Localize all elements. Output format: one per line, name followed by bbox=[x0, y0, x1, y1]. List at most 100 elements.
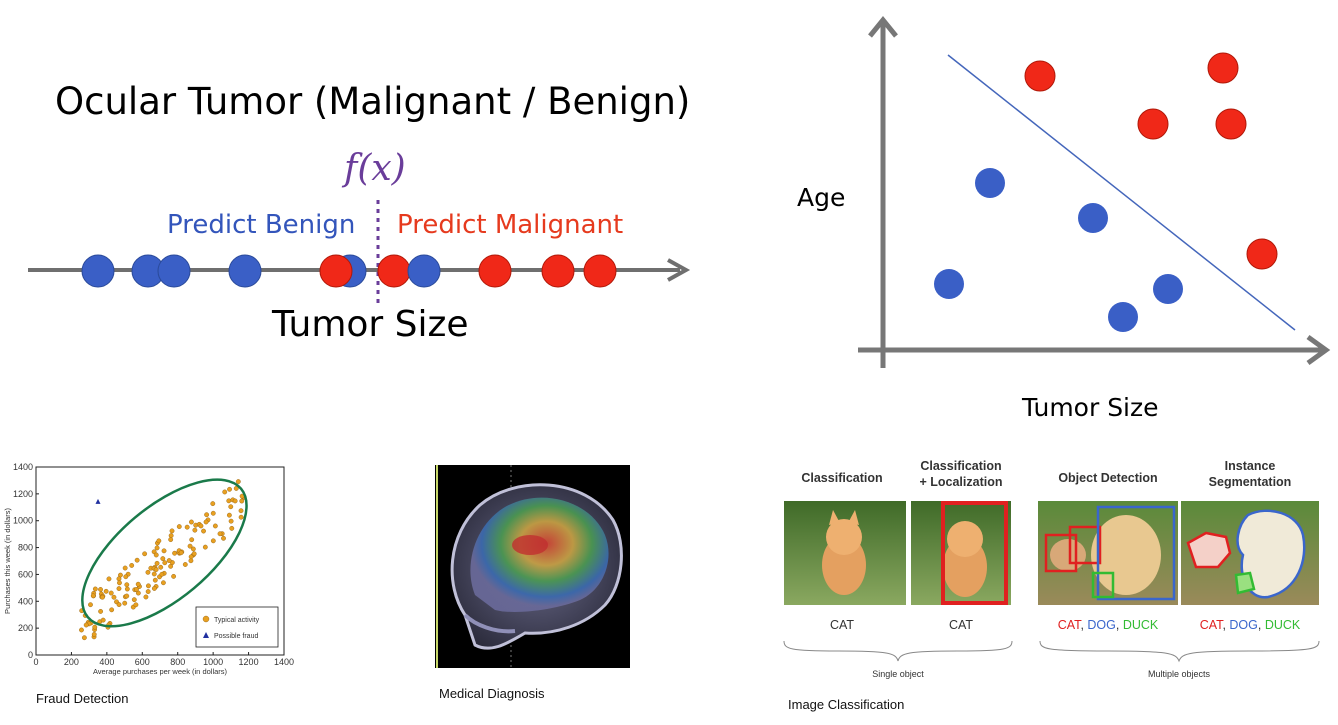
typical-activity-point bbox=[151, 571, 157, 577]
predict-benign-label: Predict Benign bbox=[167, 210, 356, 240]
typical-activity-point bbox=[79, 627, 84, 633]
typical-activity-point bbox=[233, 486, 239, 491]
benign-point bbox=[1153, 274, 1183, 304]
legend-label: Possible fraud bbox=[214, 633, 258, 640]
typical-activity-point bbox=[161, 580, 166, 586]
x-tick-label: 600 bbox=[135, 657, 150, 667]
multiple-objects-brace bbox=[1039, 640, 1320, 663]
function-label: f(x) bbox=[344, 148, 406, 189]
typical-activity-point bbox=[154, 545, 160, 551]
typical-activity-point bbox=[124, 593, 130, 599]
typical-activity-point bbox=[116, 576, 122, 582]
typical-activity-point bbox=[169, 528, 175, 534]
x-tick-label: 0 bbox=[33, 657, 38, 667]
fraud-plot-area: 0 200 400 600 800 1000 1200 1400 0 200 400 600 800 10… bbox=[3, 462, 294, 676]
typical-activity-point bbox=[152, 577, 158, 583]
typical-activity-point bbox=[146, 583, 151, 589]
ic-header: Classification + Localization bbox=[919, 459, 1002, 489]
y-tick-label: 1200 bbox=[13, 489, 33, 499]
typical-activity-point bbox=[116, 586, 122, 591]
typical-activity-point bbox=[226, 512, 232, 518]
x-tick-label: 800 bbox=[170, 657, 185, 667]
typical-activity-point bbox=[239, 498, 245, 504]
typical-activity-point bbox=[129, 563, 135, 568]
ic-label: CAT, DOG, DUCK bbox=[1058, 618, 1159, 632]
ic-header: Classification bbox=[801, 471, 882, 485]
y-tick-label: 400 bbox=[18, 596, 33, 606]
typical-activity-point bbox=[154, 560, 160, 566]
x-tick-label: 400 bbox=[99, 657, 114, 667]
y-tick-label: 800 bbox=[18, 543, 33, 553]
fraud-caption: Fraud Detection bbox=[36, 691, 129, 706]
typical-activity-point bbox=[145, 569, 151, 575]
typical-activity-point bbox=[172, 550, 177, 556]
typical-activity-point bbox=[156, 538, 162, 544]
typical-activity-point bbox=[134, 587, 139, 592]
typical-activity-point bbox=[204, 512, 210, 518]
y-tick-label: 1400 bbox=[13, 462, 33, 472]
y-tick-label: 200 bbox=[18, 623, 33, 633]
mri-image bbox=[435, 465, 630, 668]
typical-activity-point bbox=[122, 600, 128, 606]
hotspot bbox=[512, 535, 548, 555]
typical-activity-point bbox=[83, 622, 89, 628]
typical-activity-point bbox=[161, 548, 167, 554]
typical-activity-point bbox=[176, 524, 182, 529]
x-tick-label: 1400 bbox=[274, 657, 294, 667]
typical-activity-point bbox=[145, 589, 151, 594]
y-tick-label: 1000 bbox=[13, 516, 33, 526]
typical-activity-point bbox=[166, 558, 172, 563]
tumor-size-label-2d: Tumor Size bbox=[1022, 393, 1159, 422]
medical-caption: Medical Diagnosis bbox=[439, 686, 545, 701]
typical-activity-point bbox=[226, 498, 232, 504]
malignant-point bbox=[319, 254, 353, 288]
ic-label: CAT bbox=[830, 618, 854, 632]
malignant-point bbox=[583, 254, 617, 288]
legend-label: Typical activity bbox=[214, 617, 260, 624]
ic-label: CAT, DOG, DUCK bbox=[1200, 618, 1301, 632]
duck-mask bbox=[1234, 571, 1256, 595]
typical-activity-point bbox=[88, 602, 93, 608]
typical-activity-point bbox=[184, 524, 190, 530]
single-object-brace bbox=[783, 640, 1013, 662]
typical-activity-point bbox=[151, 586, 157, 591]
typical-activity-point bbox=[143, 594, 149, 600]
x-axis-label: Average purchases per week (in dollars) bbox=[93, 667, 228, 676]
typical-activity-point bbox=[162, 560, 168, 566]
typical-activity-point bbox=[122, 565, 128, 571]
typical-activity-point bbox=[189, 537, 195, 543]
malignant-point bbox=[1215, 108, 1247, 140]
localization-panel bbox=[911, 501, 1011, 605]
benign-point bbox=[407, 254, 441, 288]
y-axis-label: Purchases this week (in dollars) bbox=[3, 508, 12, 614]
benign-point bbox=[1108, 302, 1138, 332]
typical-activity-point bbox=[117, 580, 122, 586]
typical-activity-point bbox=[153, 567, 159, 572]
localization-box bbox=[941, 501, 1008, 605]
x-tick-label: 1000 bbox=[203, 657, 223, 667]
decision-boundary bbox=[947, 54, 1296, 331]
typical-activity-point bbox=[158, 564, 164, 570]
typical-activity-point bbox=[91, 632, 97, 637]
fraud-chart: 0 200 400 600 800 1000 1200 1400 0 200 400 600 800 10… bbox=[3, 462, 294, 676]
malignant-point bbox=[377, 254, 411, 288]
typical-activity-point bbox=[203, 519, 209, 525]
typical-activity-point bbox=[229, 525, 235, 531]
age-tumor-scatter bbox=[858, 16, 1331, 368]
typical-activity-point bbox=[124, 582, 130, 588]
ocular-axis-diagram bbox=[28, 200, 691, 306]
y-axis-arrowhead bbox=[868, 16, 898, 38]
age-axis-label: Age bbox=[797, 183, 846, 212]
cat-shape bbox=[1050, 539, 1086, 571]
typical-activity-point bbox=[187, 543, 193, 549]
object-detection-panel bbox=[1038, 501, 1178, 605]
predict-malignant-label: Predict Malignant bbox=[397, 210, 624, 240]
image-classification-figure: Classification Classification + Localizati… bbox=[783, 459, 1320, 679]
typical-activity-point bbox=[212, 523, 218, 529]
typical-activity-point bbox=[188, 554, 194, 560]
typical-activity-point bbox=[100, 594, 105, 600]
brain-activity-overlay bbox=[470, 497, 609, 612]
typical-activity-point bbox=[92, 586, 98, 592]
benign-point bbox=[1078, 203, 1108, 233]
typical-activity-point bbox=[238, 508, 244, 514]
